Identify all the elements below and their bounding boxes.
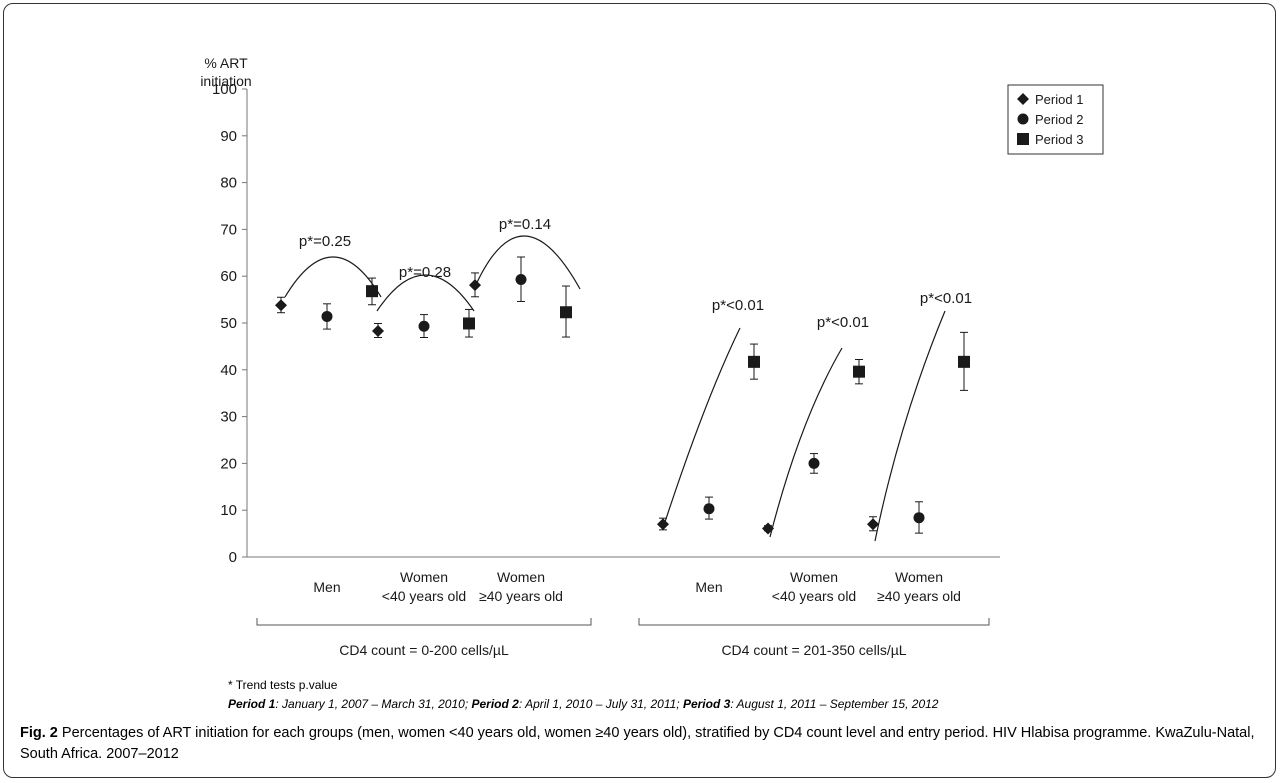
trend-arc-3 — [473, 235, 581, 290]
group-bracket-1 — [256, 618, 592, 626]
legend-marker-2 — [1017, 113, 1029, 125]
point-period-2-cat-1 — [321, 310, 333, 322]
y-tick-label-20: 20 — [220, 455, 237, 472]
y-tick-label-40: 40 — [220, 362, 237, 379]
trend-arc-6 — [874, 310, 946, 542]
category-label-3-line-1: Women — [497, 569, 545, 585]
point-period-3-cat-3 — [560, 306, 572, 319]
group-label-2: CD4 count = 201-350 cells/µL — [721, 642, 906, 658]
legend-label-3: Period 3 — [1035, 132, 1083, 147]
category-label-3-line-2: ≥40 years old — [479, 588, 563, 604]
point-period-1-cat-2 — [372, 324, 384, 337]
y-tick-label-100: 100 — [212, 81, 237, 98]
group-bracket-2 — [638, 618, 990, 626]
y-tick-label-80: 80 — [220, 175, 237, 192]
legend-marker-3 — [1017, 133, 1029, 145]
category-label-5-line-2: <40 years old — [772, 588, 856, 604]
y-tick-label-60: 60 — [220, 268, 237, 285]
y-tick-label-50: 50 — [220, 315, 237, 332]
footnote-period-3-range: : August 1, 2011 – September 15, 2012 — [730, 697, 939, 711]
trend-annotation-1: p*=0.25 — [299, 233, 351, 250]
trend-annotation-5: p*<0.01 — [817, 314, 869, 331]
trend-annotation-4: p*<0.01 — [712, 297, 764, 314]
legend-label-1: Period 1 — [1035, 92, 1083, 107]
y-axis-title-line-1: % ART — [204, 55, 248, 71]
category-label-1-line-1: Men — [313, 579, 340, 595]
footnote-trend: * Trend tests p.value — [228, 678, 338, 692]
point-period-2-cat-3 — [515, 273, 527, 285]
point-period-1-cat-3 — [469, 279, 481, 292]
legend-marker-1 — [1017, 93, 1029, 105]
y-tick-label-70: 70 — [220, 221, 237, 238]
trend-annotation-6: p*<0.01 — [920, 290, 972, 307]
category-label-2-line-1: Women — [400, 569, 448, 585]
chart: % ART initiation 0 10 20 30 40 50 60 70 80 90 100 Men… — [200, 55, 1104, 658]
trend-arc-4 — [663, 327, 741, 526]
category-label-6-line-2: ≥40 years old — [877, 588, 961, 604]
point-period-1-cat-6 — [867, 518, 879, 531]
footnote-period-2-name: Period 2 — [471, 697, 519, 711]
trend-annotation-2: p*=0.28 — [399, 264, 451, 281]
point-period-2-cat-6 — [913, 512, 925, 524]
footnote-period-1-range: : January 1, 2007 – March 31, 2010; — [275, 697, 472, 711]
caption-label: Fig. 2 — [20, 725, 58, 741]
point-period-3-cat-4 — [748, 355, 760, 368]
y-axis-title-line-2: initiation — [200, 73, 251, 89]
point-period-3-cat-1 — [366, 285, 378, 298]
y-tick-label-10: 10 — [220, 502, 237, 519]
point-period-2-cat-5 — [808, 457, 820, 469]
trend-annotation-3: p*=0.14 — [499, 216, 551, 233]
y-tick-label-0: 0 — [229, 549, 237, 566]
category-label-2-line-2: <40 years old — [382, 588, 466, 604]
figure-caption: Fig. 2 Percentages of ART initiation for… — [20, 723, 1260, 765]
point-period-3-cat-6 — [958, 355, 970, 368]
trend-arc-1 — [284, 256, 382, 298]
trend-arc-2 — [376, 274, 475, 312]
point-period-3-cat-5 — [853, 365, 865, 378]
footnote-period-3-name: Period 3 — [682, 697, 731, 711]
point-period-3-cat-2 — [463, 317, 475, 330]
caption-text: Percentages of ART initiation for each g… — [20, 725, 1255, 762]
figure-frame — [3, 3, 1276, 778]
point-period-1-cat-4 — [657, 518, 669, 531]
footnote-period-1-name: Period 1 — [228, 697, 276, 711]
category-label-4-line-1: Men — [695, 579, 722, 595]
y-tick-label-30: 30 — [220, 409, 237, 426]
legend-label-2: Period 2 — [1035, 112, 1083, 127]
point-period-2-cat-4 — [703, 503, 715, 515]
footnote-period-2-range: : April 1, 2010 – July 31, 2011; — [518, 697, 683, 711]
point-period-1-cat-1 — [275, 299, 287, 312]
footnote-periods: Period 1: January 1, 2007 – March 31, 20… — [228, 697, 938, 711]
category-label-5-line-1: Women — [790, 569, 838, 585]
trend-arc-5 — [769, 347, 843, 538]
category-label-6-line-1: Women — [895, 569, 943, 585]
group-label-1: CD4 count = 0-200 cells/µL — [339, 642, 509, 658]
point-period-2-cat-2 — [418, 320, 430, 332]
y-tick-label-90: 90 — [220, 128, 237, 145]
